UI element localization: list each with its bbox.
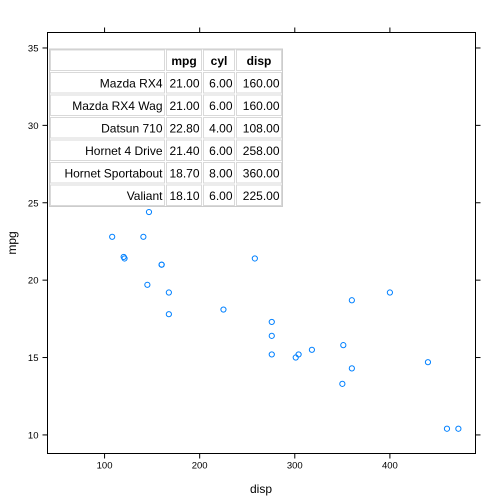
- table-cell: [50, 49, 165, 71]
- data-point: [145, 208, 153, 216]
- table-cell-value: 160.00: [243, 76, 280, 90]
- table-cell-value: 360.00: [243, 166, 280, 180]
- table-row-label: Datsun 710: [101, 121, 163, 135]
- y-axis-title: mpg: [5, 231, 19, 254]
- table-cell: [166, 117, 202, 139]
- y-tick-label: 35: [28, 43, 39, 54]
- table-cell: [236, 162, 282, 184]
- table-column-header: disp: [247, 54, 272, 68]
- table-cell: [50, 72, 165, 94]
- table-cell-value: 22.80: [169, 121, 199, 135]
- data-point: [140, 233, 147, 240]
- y-axis: 10 15 20 25 30 35: [28, 43, 481, 441]
- data-point: [292, 354, 299, 361]
- table-cell-value: 6.00: [209, 99, 233, 113]
- table-cell-value: 6.00: [209, 76, 233, 90]
- table-cell: [166, 94, 202, 116]
- table-cell: [166, 162, 202, 184]
- table-cell-value: 6.00: [209, 144, 233, 158]
- table-cell: [236, 139, 282, 161]
- data-point: [348, 365, 355, 372]
- data-point: [158, 261, 165, 268]
- table-cell: [236, 117, 282, 139]
- table-cell-value: 21.40: [169, 144, 199, 158]
- y-tick-label: 20: [28, 276, 39, 287]
- data-point: [268, 318, 275, 326]
- table-cell: [166, 49, 202, 71]
- table-cell: [50, 184, 165, 206]
- x-tick-label: 100: [97, 461, 113, 472]
- table-row-label: Mazda RX4 Wag: [72, 99, 162, 113]
- table-cell-value: 108.00: [243, 121, 280, 135]
- data-point: [424, 359, 432, 366]
- y-tick-label: 25: [28, 198, 39, 209]
- table-cell: [236, 49, 282, 71]
- table-row-label: Hornet Sportabout: [64, 166, 163, 180]
- table-cell: [50, 139, 165, 161]
- data-point: [144, 281, 151, 288]
- data-point: [443, 425, 451, 432]
- y-tick-label: 30: [28, 121, 39, 132]
- x-axis: 100 200 300 400: [97, 27, 398, 472]
- data-point: [109, 233, 116, 240]
- x-tick-label: 200: [192, 461, 208, 472]
- table-cell: [166, 72, 202, 94]
- data-point: [268, 332, 275, 339]
- table-cell-value: 160.00: [243, 99, 280, 113]
- table-cell-value: 225.00: [243, 189, 280, 203]
- table-cell: [236, 94, 282, 116]
- table-cell: [203, 117, 235, 139]
- data-point: [268, 351, 275, 358]
- y-tick-label: 10: [28, 430, 39, 441]
- table-cell: [50, 162, 165, 184]
- table-cell: [166, 184, 202, 206]
- table-column-header: mpg: [171, 54, 196, 68]
- data-point: [295, 351, 302, 358]
- x-tick-label: 400: [382, 461, 398, 472]
- data-point: [308, 346, 316, 353]
- table-cell-value: 18.10: [169, 189, 199, 203]
- table-cell: [236, 72, 282, 94]
- table-cell: [203, 162, 235, 184]
- x-axis-title: disp: [250, 482, 272, 496]
- y-tick-label: 15: [28, 353, 39, 364]
- data-point: [251, 255, 258, 262]
- data-table: mpg cyl disp Mazda RX4 21.00 6.00 160.00 Mazda …: [49, 48, 283, 207]
- table-cell-value: 4.00: [209, 121, 233, 135]
- plot-panel: [47, 32, 476, 454]
- table-cell-value: 6.00: [209, 189, 233, 203]
- x-tick-label: 300: [287, 461, 303, 472]
- table-column-header: cyl: [211, 54, 228, 68]
- data-point: [220, 306, 227, 313]
- table-row-label: Valiant: [127, 189, 163, 203]
- data-point: [165, 289, 172, 296]
- data-point: [386, 289, 393, 296]
- data-point: [339, 380, 346, 387]
- table-row-label: Mazda RX4: [100, 76, 163, 90]
- data-point: [348, 297, 355, 304]
- table-cell: [203, 184, 235, 206]
- table-cell-value: 18.70: [169, 166, 199, 180]
- table-row-label: Hornet 4 Drive: [85, 144, 163, 158]
- data-point: [340, 342, 347, 349]
- data-point: [455, 425, 462, 432]
- table-cell-value: 21.00: [169, 99, 199, 113]
- table-cell: [50, 94, 165, 116]
- table-cell-value: 258.00: [243, 144, 280, 158]
- table-cell: [203, 72, 235, 94]
- data-point: [121, 255, 128, 262]
- table-cell: [203, 139, 235, 161]
- table-cell: [203, 94, 235, 116]
- table-cell: [236, 184, 282, 206]
- table-cell: [50, 117, 165, 139]
- data-point: [165, 311, 172, 318]
- table-cell-value: 21.00: [169, 76, 199, 90]
- table-cell-value: 8.00: [209, 166, 233, 180]
- table-cell: [203, 49, 235, 71]
- table-cell: [166, 139, 202, 161]
